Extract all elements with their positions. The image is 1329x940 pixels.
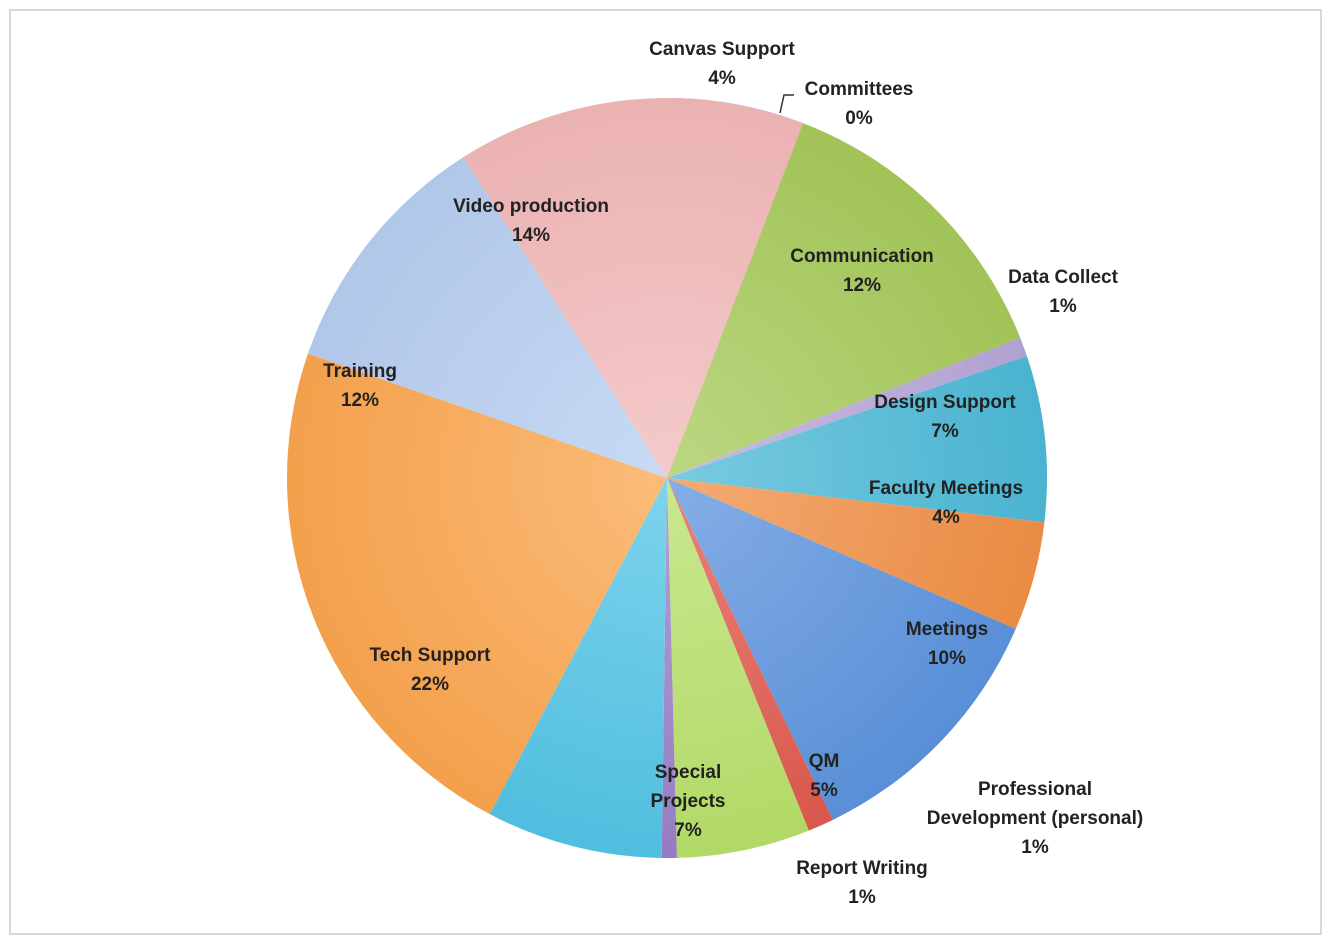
pie-slice-special-projects: [489, 478, 667, 858]
pie-slice-video-production: [463, 98, 804, 478]
pie-slice-data-collect: [667, 337, 1027, 478]
slice-label-data-collect: Data Collect 1%: [1008, 267, 1118, 317]
chart-frame: Canvas Support 4% Committees 0% Communicatio…: [9, 9, 1322, 935]
slice-value: 12%: [341, 390, 379, 411]
slice-label-communication: Communication 12%: [790, 246, 934, 296]
slice-label-committees: Committees 0%: [805, 79, 914, 129]
slice-value: 10%: [928, 648, 966, 669]
slice-label-tech-support: Tech Support 22%: [369, 645, 491, 695]
slice-label-canvas-support: Canvas Support 4%: [649, 39, 795, 89]
slice-label-design-support: Design Support 7%: [874, 392, 1016, 442]
slice-name: Meetings: [906, 619, 988, 640]
slice-name: Projects: [651, 791, 726, 812]
slice-value: 1%: [848, 887, 876, 908]
slice-label-report-writing: Report Writing 1%: [796, 858, 928, 908]
slice-label-faculty-meetings: Faculty Meetings 4%: [869, 478, 1023, 528]
slice-name: QM: [809, 751, 840, 772]
pie-slice-qm: [667, 478, 809, 858]
pie-slice-design-support: [667, 356, 1047, 523]
slice-name: Committees: [805, 79, 914, 100]
slice-name: Design Support: [874, 392, 1016, 413]
pie-slice-professional-development-personal: [667, 478, 833, 831]
slice-value: 5%: [810, 780, 838, 801]
slice-name: Tech Support: [369, 645, 491, 666]
slice-value: 1%: [1021, 837, 1049, 858]
slice-value: 7%: [674, 820, 702, 841]
slice-name: Communication: [790, 246, 934, 267]
slice-value: 0%: [845, 108, 873, 129]
slice-name: Data Collect: [1008, 267, 1118, 288]
pie-slice-tech-support: [287, 353, 667, 815]
leader-line-committees: [779, 94, 794, 114]
slice-name: Development (personal): [927, 808, 1143, 829]
slice-value: 22%: [411, 674, 449, 695]
slice-name: Video production: [453, 196, 609, 217]
pie-slice-faculty-meetings: [667, 478, 1045, 629]
slice-label-meetings: Meetings 10%: [906, 619, 988, 669]
slice-name: Canvas Support: [649, 39, 795, 60]
pie-slice-training: [307, 157, 667, 478]
slice-label-special-projects: Special Projects 7%: [651, 762, 726, 841]
pie-chart: Canvas Support 4% Committees 0% Communicatio…: [287, 39, 1143, 908]
slice-label-video-production: Video production 14%: [453, 196, 609, 246]
slice-value: 1%: [1049, 296, 1077, 317]
slice-name: Special: [655, 762, 722, 783]
slice-value: 4%: [932, 507, 960, 528]
slice-name: Training: [323, 361, 397, 382]
slice-value: 14%: [512, 225, 550, 246]
pie-slice-report-writing: [661, 478, 677, 858]
slice-value: 7%: [931, 421, 959, 442]
slice-name: Professional: [978, 779, 1092, 800]
slice-value: 12%: [843, 275, 881, 296]
slice-label-training: Training 12%: [323, 361, 397, 411]
slice-label-qm: QM 5%: [809, 751, 840, 801]
slice-value: 4%: [708, 68, 736, 89]
pie-slice-communication: [667, 118, 1021, 478]
slice-name: Faculty Meetings: [869, 478, 1023, 499]
slice-label-professional-development-personal: Professional Development (personal) 1%: [927, 779, 1143, 858]
pie-slice-meetings: [667, 478, 1016, 820]
slice-name: Report Writing: [796, 858, 928, 879]
